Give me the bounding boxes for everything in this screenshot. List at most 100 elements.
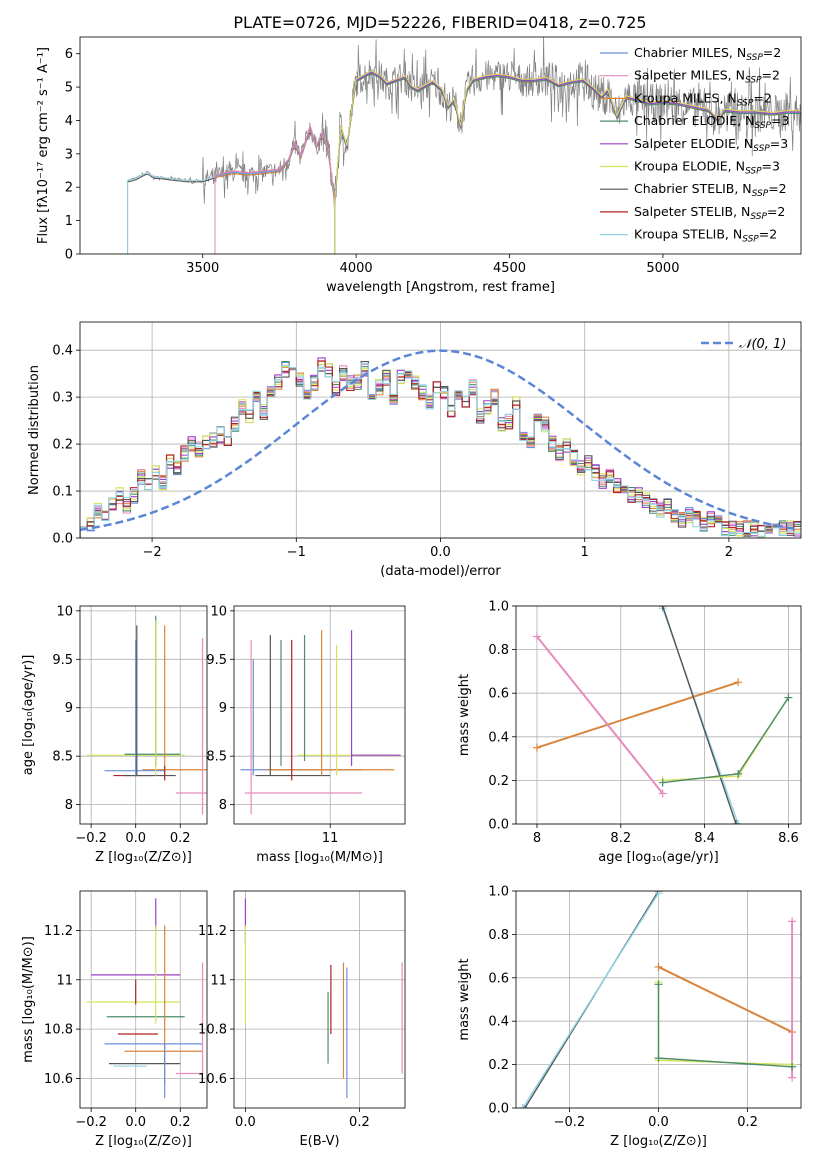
weight-point-marker bbox=[654, 962, 663, 971]
weight-point-marker bbox=[734, 678, 743, 687]
plot-area bbox=[86, 615, 207, 815]
y-tick-label: 6 bbox=[65, 47, 73, 62]
y-tick-label: 8 bbox=[65, 798, 73, 813]
y-tick-label: 5 bbox=[65, 81, 73, 96]
x-tick-label: 1 bbox=[581, 545, 589, 560]
y-tick-label: 0.8 bbox=[488, 928, 509, 943]
panel-weight-vs-age: 8 8.2 8.4 8.6 0.0 0.2 0.4 0.6 0.8 1.0 age [log₁₀(a… bbox=[457, 600, 802, 865]
y-tick-label: 11.2 bbox=[44, 924, 73, 939]
model-spectrum-line bbox=[80, 70, 801, 254]
y-tick-label: 0.2 bbox=[488, 774, 509, 789]
x-tick-label: 4500 bbox=[493, 261, 526, 276]
x-tick-label: −0.2 bbox=[75, 831, 107, 846]
x-tick-label: 0.0 bbox=[125, 1115, 146, 1130]
axes-frame bbox=[515, 890, 802, 1109]
legend-label: 𝒩(0, 1) bbox=[739, 337, 786, 352]
y-tick-label: 0.0 bbox=[488, 1102, 509, 1117]
weight-line bbox=[536, 635, 664, 795]
y-tick-label: 0.3 bbox=[52, 391, 73, 406]
y-tick-label: 8 bbox=[219, 798, 227, 813]
panel-weight-vs-Z: −0.2 0.0 0.2 0.0 0.2 0.4 0.6 0.8 1.0 Z [log₁₀(Z/Z… bbox=[457, 885, 802, 1149]
y-tick-label: 8.5 bbox=[52, 750, 73, 765]
x-axis-label: Z [log₁₀(Z/Z⊙)] bbox=[610, 1134, 707, 1149]
y-axis-label: age [log₁₀(age/yr)] bbox=[21, 655, 36, 776]
y-tick-label: 1 bbox=[65, 214, 73, 229]
legend-label: Kroupa STELIB, NSSP=2 bbox=[634, 227, 777, 245]
y-tick-label: 11 bbox=[56, 973, 73, 988]
y-tick-label: 0.4 bbox=[488, 1015, 509, 1030]
histogram-steps bbox=[80, 363, 801, 538]
y-axis-label: Normed distribution bbox=[27, 365, 42, 495]
y-tick-label: 3 bbox=[65, 147, 73, 162]
x-tick-label: −0.2 bbox=[554, 1115, 586, 1130]
y-tick-label: 10 bbox=[56, 604, 73, 619]
y-axis-label: Flux [fλ10⁻¹⁷ erg cm⁻² s⁻¹ A⁻¹] bbox=[36, 47, 51, 244]
y-tick-label: 9.5 bbox=[206, 653, 227, 668]
panel-age-vs-mass: 11 8 8.5 9 9.5 10 mass [log₁₀(M/M⊙)] bbox=[206, 604, 406, 865]
plot-area bbox=[80, 349, 801, 538]
weight-line bbox=[662, 606, 737, 824]
weight-point-marker bbox=[732, 820, 741, 824]
weight-point-marker bbox=[788, 917, 797, 926]
legend-label: Chabrier STELIB, NSSP=2 bbox=[634, 181, 787, 199]
legend-label: Chabrier ELODIE, NSSP=3 bbox=[634, 113, 789, 131]
weight-point-marker bbox=[532, 743, 541, 752]
x-tick-label: 0.0 bbox=[430, 545, 451, 560]
plot-area bbox=[80, 37, 801, 254]
x-tick-label: −0.2 bbox=[75, 1115, 107, 1130]
x-tick-label: 0.0 bbox=[125, 831, 146, 846]
weight-point-marker bbox=[788, 1073, 797, 1082]
legend-label: Chabrier MILES, NSSP=2 bbox=[634, 45, 781, 63]
legend-label: Kroupa MILES, NSSP=2 bbox=[634, 90, 772, 108]
x-axis-label: Z [log₁₀(Z/Z⊙)] bbox=[95, 1134, 192, 1149]
y-tick-label: 8.5 bbox=[206, 750, 227, 765]
x-tick-label: 0.0 bbox=[648, 1115, 669, 1130]
y-axis-label: mass weight bbox=[457, 674, 472, 756]
y-tick-label: 0.4 bbox=[488, 730, 509, 745]
weight-point-marker bbox=[532, 632, 541, 641]
weight-point-marker bbox=[654, 891, 663, 898]
panel-mass-vs-Z: −0.2 0.0 0.2 10.6 10.8 11 11.2 Z [log₁₀(Z/Z⊙)] m… bbox=[21, 890, 208, 1149]
weight-line bbox=[536, 681, 739, 749]
figure-title: PLATE=0726, MJD=52226, FIBERID=0418, z=0… bbox=[233, 13, 646, 32]
x-axis-label: mass [log₁₀(M/M⊙)] bbox=[256, 850, 383, 865]
y-tick-label: 9.5 bbox=[52, 653, 73, 668]
y-tick-label: 9 bbox=[65, 701, 73, 716]
x-tick-label: 5000 bbox=[646, 261, 679, 276]
weight-point-marker bbox=[784, 693, 793, 702]
axes-frame bbox=[233, 890, 406, 1109]
y-tick-label: 9 bbox=[219, 701, 227, 716]
y-tick-label: 10.6 bbox=[44, 1072, 73, 1087]
plot-area bbox=[518, 891, 797, 1108]
x-tick-label: 0.2 bbox=[170, 1115, 191, 1130]
axes-frame bbox=[79, 605, 208, 825]
y-axis-label: mass weight bbox=[457, 958, 472, 1040]
y-tick-label: 0 bbox=[65, 248, 73, 263]
panel-mass-vs-EBV: 0.0 0.2 10.6 10.8 11 11.2 E(B-V) bbox=[198, 890, 406, 1149]
legend-label: Kroupa ELODIE, NSSP=3 bbox=[634, 159, 780, 177]
x-tick-label: 4000 bbox=[340, 261, 373, 276]
x-axis-label: (data-model)/error bbox=[380, 564, 501, 579]
model-spectrum-line bbox=[80, 72, 801, 254]
y-tick-label: 1.0 bbox=[488, 885, 509, 900]
y-tick-label: 10.8 bbox=[198, 1023, 227, 1038]
legend: 𝒩(0, 1) bbox=[701, 337, 786, 352]
plot-area bbox=[86, 898, 204, 1099]
plot-area bbox=[240, 630, 401, 815]
weight-point-marker bbox=[658, 606, 667, 610]
y-tick-label: 10 bbox=[210, 604, 227, 619]
x-tick-label: −2 bbox=[143, 545, 162, 560]
x-axis-label: age [log₁₀(age/yr)] bbox=[598, 850, 719, 865]
axes-frame bbox=[233, 605, 406, 825]
x-axis-label: wavelength [Angstrom, rest frame] bbox=[326, 280, 555, 295]
panels: 3500 4000 4500 5000 0 1 2 3 4 5 6 wavelength [Angst… bbox=[21, 36, 802, 1149]
y-tick-label: 2 bbox=[65, 181, 73, 196]
x-tick-label: −1 bbox=[287, 545, 306, 560]
plot-area bbox=[244, 898, 403, 1099]
x-tick-label: 8.6 bbox=[778, 831, 799, 846]
weight-point-marker bbox=[658, 778, 667, 787]
y-tick-label: 0.6 bbox=[488, 971, 509, 986]
y-tick-label: 0.6 bbox=[488, 687, 509, 702]
weight-point-marker bbox=[654, 1054, 663, 1063]
